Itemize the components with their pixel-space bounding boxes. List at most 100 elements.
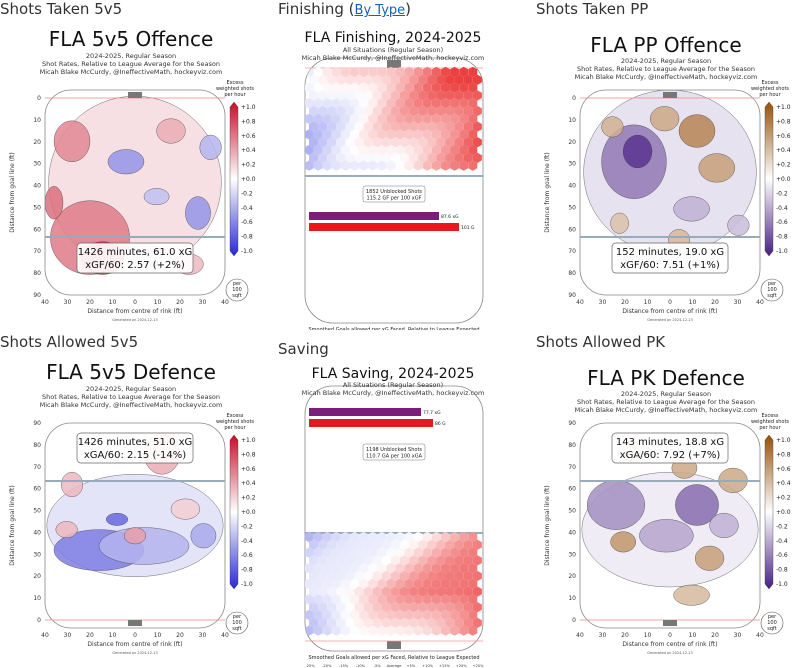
x-tick-label: 0 — [133, 632, 137, 639]
x-tick-label: 40 — [41, 632, 49, 639]
hex-cell — [327, 74, 337, 85]
hex-cell — [459, 531, 469, 543]
hex-cell — [340, 113, 350, 124]
unit-label: per — [768, 281, 777, 287]
y-tick-label: 20 — [568, 139, 576, 146]
hex-cell — [427, 90, 437, 101]
colorbar-tick: -0.2 — [241, 523, 253, 530]
colorbar-tick: -0.8 — [241, 234, 253, 241]
hex-cell — [468, 531, 478, 543]
hex-cell — [413, 578, 423, 589]
hex-cell — [345, 137, 355, 148]
hex-cell — [340, 66, 350, 78]
hex-cell — [436, 105, 446, 117]
hex-cell — [322, 144, 332, 156]
hex-cell — [445, 105, 455, 117]
hex-cell — [413, 82, 423, 93]
colorbar-title: per hour — [224, 425, 246, 431]
hex-cell — [472, 570, 482, 582]
chart-subtitle: 2024-2025, Regular Season Shot Rates, Rel… — [535, 57, 797, 81]
hex-cell — [459, 98, 469, 109]
hex-cell — [363, 74, 373, 85]
generated-note: Generated on 2024-12-13 — [647, 651, 693, 655]
hex-cell — [427, 539, 437, 550]
hex-cell — [441, 82, 450, 93]
hex-cell — [404, 160, 414, 171]
colorbar-tick: +1.0 — [241, 104, 256, 111]
y-tick-label: 10 — [568, 595, 576, 602]
hex-cell — [454, 152, 464, 163]
hex-cell — [336, 555, 346, 566]
hex-cell — [400, 152, 410, 163]
hex-cell — [463, 539, 473, 550]
hex-cell — [322, 66, 332, 78]
stat-rate: xGA/60: 2.15 (-14%) — [84, 450, 186, 461]
x-tick-label: 40 — [576, 632, 584, 639]
hex-cell — [468, 160, 478, 171]
unit-label: 100 — [767, 620, 777, 626]
colorbar-title: per hour — [224, 92, 246, 98]
unit-label: per — [768, 614, 777, 620]
hex-cell — [368, 609, 378, 621]
x-tick-label: 30 — [599, 632, 607, 639]
hex-cell — [336, 137, 346, 148]
y-tick-label: 0 — [37, 95, 41, 102]
hex-cell — [322, 594, 332, 605]
hex-cell — [454, 602, 464, 613]
hex-cell — [313, 547, 323, 558]
hex-cell — [441, 547, 450, 558]
hex-cell — [340, 160, 350, 171]
hex-cell — [409, 539, 419, 550]
hex-cell — [463, 602, 473, 613]
colorbar-tick: +0.8 — [241, 451, 256, 458]
y-tick-label: 70 — [33, 248, 41, 255]
colorbar — [229, 101, 239, 257]
density-contour — [124, 527, 146, 545]
hex-cell — [445, 90, 455, 101]
colorbar-tick: +0.6 — [776, 133, 791, 140]
hex-cell — [372, 586, 382, 597]
hex-cell — [441, 98, 450, 109]
hex-cell — [395, 160, 405, 171]
density-contour — [695, 545, 725, 571]
panel-header-text: Finishing — [278, 0, 344, 18]
hex-cell — [345, 74, 355, 85]
hex-cell — [331, 547, 341, 558]
hex-cell — [345, 570, 355, 582]
hex-cell — [359, 547, 369, 558]
hex-cell — [354, 137, 364, 148]
hex-cell — [468, 82, 478, 93]
subtitle-line: Shot Rates, Relative to League Average f… — [41, 393, 221, 401]
hex-cell — [468, 66, 478, 78]
by-type-link[interactable]: By Type — [354, 3, 406, 18]
colorbar-tick: -1.0 — [776, 581, 788, 588]
unit-badge — [225, 278, 249, 302]
hex-cell — [377, 578, 387, 589]
hex-cell — [322, 563, 332, 574]
density-contour — [623, 134, 653, 169]
colorbar-title: Excess — [761, 413, 778, 419]
hex-cell — [386, 563, 396, 574]
hex-cell — [445, 121, 455, 132]
x-tick-label: 30 — [64, 632, 72, 639]
hex-cell — [305, 98, 314, 109]
subtitle-line: Micah Blake McCurdy, @IneffectiveMath, h… — [574, 406, 758, 414]
hex-cell — [445, 152, 455, 163]
hex-cell — [395, 82, 405, 93]
colorbar-tick: +0.4 — [776, 480, 791, 487]
hex-cell — [454, 555, 464, 566]
colorbar-tick: +0.2 — [241, 162, 256, 169]
hex-cell — [377, 609, 387, 621]
hex-cell — [345, 555, 355, 566]
stat-minutes-xg: 152 minutes, 19.0 xG — [616, 247, 724, 258]
hex-cell — [404, 547, 414, 558]
legend-title: Smoothed Goals allowed per xG Faced, Rel… — [308, 327, 479, 330]
hex-cell — [472, 90, 482, 101]
hex-cell — [309, 105, 319, 117]
hex-cell — [445, 74, 455, 85]
hex-cell — [377, 66, 387, 78]
hex-cell — [331, 563, 341, 574]
hex-cell — [436, 617, 446, 628]
x-tick-label: 20 — [621, 299, 629, 306]
hex-cell — [377, 98, 387, 109]
